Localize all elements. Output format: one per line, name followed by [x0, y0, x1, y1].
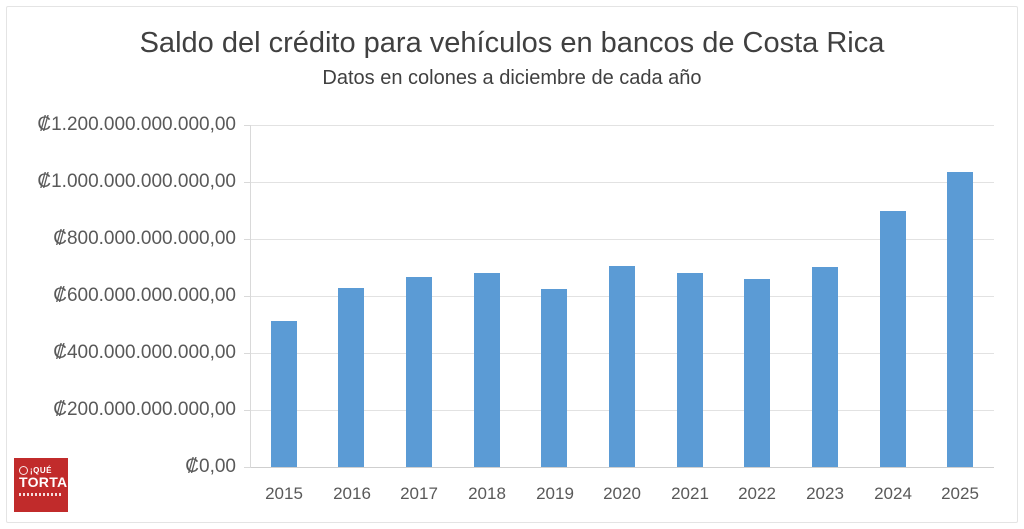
bar-2022 [744, 279, 770, 467]
bar-2016 [338, 288, 364, 467]
x-axis-line [250, 467, 994, 468]
chart-subtitle: Datos en colones a diciembre de cada año [322, 67, 702, 89]
y-tick-mark [244, 239, 250, 240]
y-tick-label: ₡400.000.000.000,00 [53, 342, 236, 363]
y-axis-line [250, 125, 251, 468]
x-tick-label-2018: 2018 [468, 484, 506, 503]
y-tick-label: ₡1.200.000.000.000,00 [37, 114, 236, 135]
bar-2015 [271, 321, 297, 467]
bar-2021 [677, 273, 703, 467]
y-tick-mark [244, 353, 250, 354]
chart-title: Saldo del crédito para vehículos en banc… [139, 27, 885, 59]
bar-2023 [812, 267, 838, 467]
y-tick-mark [244, 296, 250, 297]
gridline [250, 125, 994, 126]
y-tick-mark [244, 182, 250, 183]
x-tick-label-2021: 2021 [671, 484, 709, 503]
gridline [250, 182, 994, 183]
bar-2024 [880, 211, 906, 467]
logo-name: TORTA! [19, 474, 73, 490]
bar-2017 [406, 277, 432, 467]
y-tick-mark [244, 125, 250, 126]
y-tick-mark [244, 410, 250, 411]
x-tick-label-2016: 2016 [333, 484, 371, 503]
bar-2020 [609, 266, 635, 467]
x-tick-label-2024: 2024 [874, 484, 912, 503]
x-tick-label-2022: 2022 [738, 484, 776, 503]
x-tick-label-2015: 2015 [265, 484, 303, 503]
y-tick-label: ₡200.000.000.000,00 [53, 399, 236, 420]
y-tick-label: ₡600.000.000.000,00 [53, 285, 236, 306]
x-tick-label-2023: 2023 [806, 484, 844, 503]
x-tick-label-2019: 2019 [536, 484, 574, 503]
y-tick-label: ₡1.000.000.000.000,00 [37, 171, 236, 192]
x-tick-label-2017: 2017 [400, 484, 438, 503]
que-torta-logo: ¡QUÉ TORTA! [14, 458, 73, 512]
logo-prefix: ¡QUÉ [30, 466, 52, 475]
y-tick-label: ₡0,00 [185, 456, 236, 477]
y-tick-mark [244, 467, 250, 468]
x-tick-label-2025: 2025 [941, 484, 979, 503]
logo-tagline [19, 493, 61, 496]
bar-2019 [541, 289, 567, 467]
logo-circle-icon [19, 466, 28, 475]
bar-2025 [947, 172, 973, 467]
bar-2018 [474, 273, 500, 467]
y-tick-label: ₡800.000.000.000,00 [53, 228, 236, 249]
gridline [250, 239, 994, 240]
chart-outer-border [6, 6, 1018, 523]
x-tick-label-2020: 2020 [603, 484, 641, 503]
